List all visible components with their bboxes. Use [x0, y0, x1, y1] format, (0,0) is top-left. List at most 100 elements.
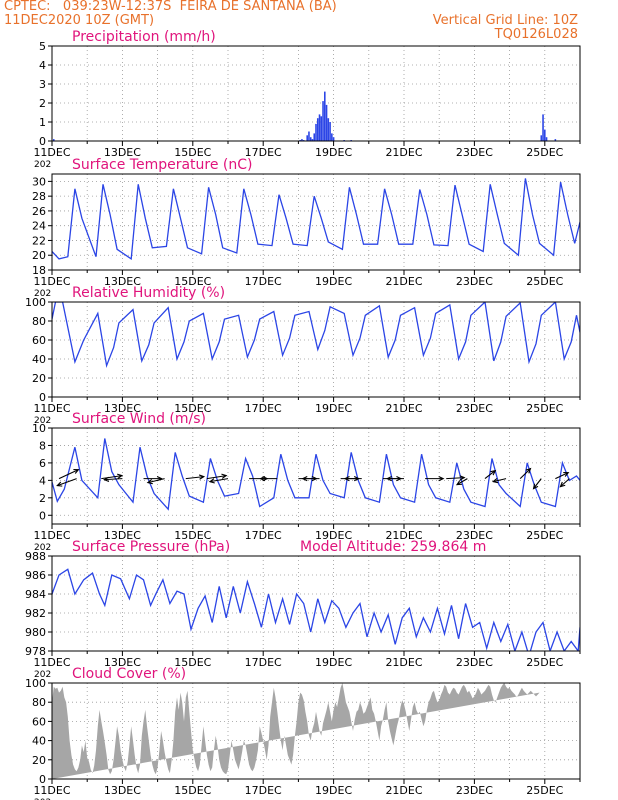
wind-arrow	[484, 470, 496, 480]
x-tick-label: 17DEC	[245, 146, 282, 159]
wind-arrow	[533, 478, 542, 489]
wind-arrow-head	[103, 476, 110, 483]
panel-3: 0 2 4 6 8 10 11DEC 13DEC 15DEC 17DEC 19DEC 21DEC 23D…	[32, 411, 581, 553]
x-tick-label: 13DEC	[104, 529, 141, 542]
wind-arrow-head	[563, 471, 570, 477]
plot-frame	[51, 45, 581, 142]
y-tick-label: 100	[25, 677, 46, 690]
wind-arrow-head	[301, 475, 308, 482]
panel-title: Surface Temperature (nC)	[72, 157, 253, 173]
x-tick-label: 23DEC	[456, 656, 493, 669]
precip-bar	[322, 101, 324, 141]
y-tick-label: 0	[39, 509, 46, 522]
precip-bar	[301, 139, 303, 141]
wind-arrow	[57, 478, 77, 487]
precip-bar	[318, 114, 321, 141]
plot-frame	[51, 555, 581, 652]
precip-bar	[320, 116, 323, 141]
y-tick-label: 980	[25, 626, 46, 639]
precip-bar	[315, 123, 317, 141]
wind-arrow-head	[491, 478, 499, 484]
x-tick-label: 19DEC	[315, 275, 352, 288]
wind-arrow-head	[459, 475, 466, 481]
y-tick-label: 0	[39, 773, 46, 786]
x-tick-label: 23DEC	[456, 529, 493, 542]
wind-arrow-head	[73, 468, 80, 474]
y-tick-label: 26	[32, 205, 46, 218]
precip-bar	[313, 133, 316, 141]
y-tick-label: 40	[32, 353, 46, 366]
y-tick-label: 22	[32, 234, 46, 247]
panel-title: Cloud Cover (%)	[72, 666, 186, 682]
panel-0: 0 1 2 3 4 5 11DEC 13DEC 15DEC 17DEC 19DEC 21DEC 23DE…	[33, 29, 581, 170]
wind-arrow-head	[208, 478, 215, 484]
precip-bar	[316, 118, 319, 141]
series-line	[52, 568, 580, 651]
x-tick-label: 19DEC	[315, 529, 352, 542]
x-tick-label: 11DEC	[33, 656, 70, 669]
y-tick-label: 60	[32, 715, 46, 728]
y-tick-label: 3	[39, 78, 46, 91]
plot-frame	[51, 173, 581, 271]
y-tick-label: 982	[25, 607, 46, 620]
panel-title: Surface Wind (m/s)	[72, 411, 206, 427]
wind-arrow	[147, 478, 165, 484]
x-tick-label: 19DEC	[315, 146, 352, 159]
station-info: CPTEC: 039:23W-12:37S FEIRA DE SANTANA (…	[4, 0, 337, 14]
panel-title: Relative Humidity (%)	[72, 285, 225, 301]
y-tick-label: 984	[25, 588, 46, 601]
x-tick-label: 21DEC	[385, 784, 422, 797]
plot-frame	[51, 682, 581, 780]
wind-arrow-head	[343, 475, 350, 482]
wind-arrow-head	[56, 481, 63, 487]
wind-arrow-head	[116, 473, 124, 479]
x-tick-label: 21DEC	[385, 275, 422, 288]
x-tick-label: 11DEC	[33, 275, 70, 288]
panel-5: 0 20 40 60 80 100 11DEC 13DEC 15DEC 17DEC 19DEC 21D…	[25, 666, 581, 800]
x-tick-label: 21DEC	[385, 529, 422, 542]
y-tick-label: 40	[32, 735, 46, 748]
chart-header: CPTEC: 039:23W-12:37S FEIRA DE SANTANA (…	[0, 0, 618, 46]
x-tick-label: 21DEC	[385, 146, 422, 159]
precip-bar	[329, 122, 331, 141]
year-label: 202	[34, 543, 51, 553]
precip-bar	[325, 104, 328, 141]
wind-arrow	[209, 478, 229, 483]
x-tick-label: 11DEC	[33, 146, 70, 159]
panel-2: 0 20 40 60 80 100 11DEC 13DEC 15DEC 17DEC 19DEC 21D…	[25, 285, 581, 426]
y-tick-label: 24	[32, 220, 46, 233]
x-tick-label: 15DEC	[174, 784, 211, 797]
precip-bar	[544, 129, 546, 141]
wind-arrow	[185, 476, 204, 480]
y-tick-label: 6	[39, 457, 46, 470]
x-tick-label: 13DEC	[104, 146, 141, 159]
model-altitude-label: Model Altitude: 259.864 m	[300, 539, 486, 555]
y-tick-label: 2	[39, 97, 46, 110]
panel-title: Precipitation (mm/h)	[72, 29, 216, 45]
x-tick-label: 25DEC	[526, 402, 563, 415]
wind-arrow-head	[259, 475, 266, 482]
panel-title: Surface Pressure (hPa)	[72, 539, 230, 555]
precip-bar	[309, 137, 312, 141]
precip-bar	[542, 114, 544, 141]
x-tick-label: 25DEC	[526, 529, 563, 542]
wind-arrow	[493, 478, 507, 483]
x-tick-label: 23DEC	[456, 784, 493, 797]
cloud-cover-area	[52, 683, 540, 779]
wind-arrow-head	[438, 475, 445, 482]
y-tick-label: 986	[25, 569, 46, 582]
precip-bar	[324, 91, 326, 141]
wind-arrow-head	[221, 473, 228, 479]
wind-arrow	[104, 478, 123, 481]
y-tick-label: 1	[39, 116, 46, 129]
x-tick-label: 15DEC	[174, 275, 211, 288]
y-tick-label: 10	[32, 422, 46, 435]
wind-arrow	[101, 475, 123, 480]
wind-arrow-head	[146, 479, 153, 485]
y-tick-label: 80	[32, 696, 46, 709]
y-tick-label: 28	[32, 190, 46, 203]
wind-arrow-head	[198, 474, 206, 480]
x-tick-label: 11DEC	[33, 784, 70, 797]
wind-arrow-head	[385, 475, 392, 482]
year-label: 202	[34, 416, 51, 426]
